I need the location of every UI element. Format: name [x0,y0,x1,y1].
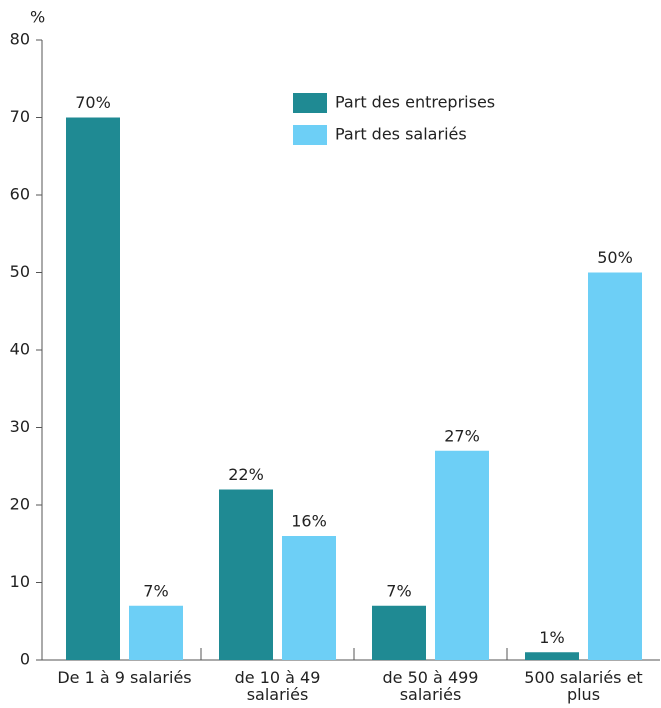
bar [525,652,579,660]
y-tick-label: 60 [10,185,30,204]
y-tick-label: 50 [10,262,30,281]
bar [372,605,426,660]
bar [129,605,183,660]
data-label: 7% [386,581,411,600]
y-tick-label: 70 [10,107,30,126]
data-label: 16% [291,512,327,531]
data-label: 70% [75,93,111,112]
data-label: 7% [143,581,168,600]
bar [435,450,489,660]
y-tick-label: 20 [10,495,30,514]
data-label: 22% [228,465,264,484]
y-tick-label: 80 [10,30,30,49]
data-label: 27% [444,426,480,445]
bar [282,536,336,660]
legend-swatch [293,93,327,113]
data-label: 1% [539,628,564,647]
legend-label: Part des salariés [335,125,467,144]
legend-label: Part des entreprises [335,93,495,112]
x-tick-label: De 1 à 9 salariés [57,668,192,687]
y-tick-label: 0 [20,650,30,669]
y-tick-label: 40 [10,340,30,359]
x-tick-label: 500 salariés et plus [524,668,643,704]
x-tick-label: de 10 à 49 salariés [234,668,321,704]
x-tick-label: de 50 à 499 salariés [382,668,479,704]
bar [588,272,642,660]
legend-swatch [293,125,327,145]
bar [219,489,273,660]
data-label: 50% [597,248,633,267]
y-tick-label: 10 [10,572,30,591]
y-axis-label: % [30,8,45,27]
bar [66,117,120,660]
y-tick-label: 30 [10,417,30,436]
